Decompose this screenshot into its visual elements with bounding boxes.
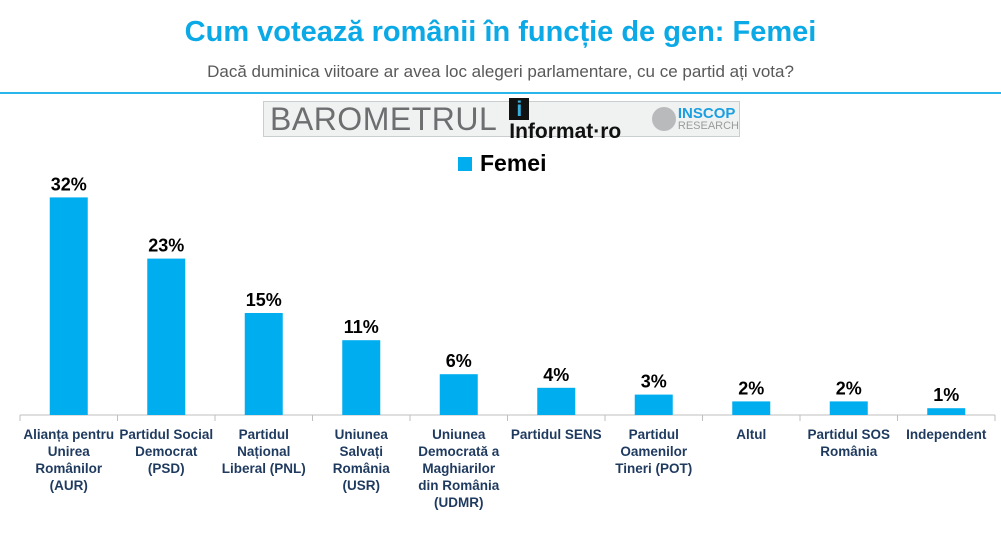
inscop-text: INSCOP bbox=[677, 104, 736, 122]
legend-swatch bbox=[458, 156, 472, 171]
category-label: Altul bbox=[736, 427, 767, 442]
category-label: Alianța pentru Unirea Românilor (AUR) bbox=[23, 427, 115, 493]
data-label: 32% bbox=[51, 174, 87, 194]
informat-icon: i bbox=[509, 97, 530, 121]
barometru-text: BAROMETRUL bbox=[270, 100, 498, 137]
informat-text: Informat·ro bbox=[509, 119, 622, 143]
chart-title: Cum votează românii în funcție de gen: F… bbox=[184, 16, 817, 48]
category-label: Partidul SENS bbox=[510, 427, 602, 442]
bar bbox=[342, 340, 381, 415]
informat-logo: iInformat·ro bbox=[509, 95, 638, 144]
barometru-logo: BAROMETRUL iInformat·ro INSCOP RESEARCH bbox=[263, 97, 740, 143]
category-label: Uniunea Democrată a Maghiarilor din Româ… bbox=[418, 427, 500, 510]
bar bbox=[49, 197, 88, 415]
legend-label: Femei bbox=[480, 150, 547, 176]
bar bbox=[147, 258, 186, 415]
bar bbox=[244, 313, 283, 415]
bar bbox=[634, 394, 673, 415]
data-label: 4% bbox=[543, 365, 569, 385]
data-label: 15% bbox=[246, 290, 282, 310]
chart-subtitle: Dacă duminica viitoare ar avea loc alege… bbox=[207, 62, 794, 81]
data-label: 6% bbox=[446, 351, 472, 371]
data-label: 3% bbox=[641, 372, 667, 392]
data-label: 1% bbox=[933, 385, 959, 405]
bar bbox=[829, 401, 868, 415]
bar bbox=[732, 401, 771, 415]
legend: Femei bbox=[458, 150, 546, 177]
inscop-logo: INSCOP RESEARCH bbox=[651, 104, 739, 132]
bar bbox=[439, 374, 478, 415]
category-label: Partidul Național Liberal (PNL) bbox=[221, 427, 306, 476]
bar bbox=[537, 387, 576, 415]
bar bbox=[927, 408, 966, 415]
data-label: 2% bbox=[738, 378, 764, 398]
category-label: Uniunea Salvați România (USR) bbox=[332, 427, 390, 493]
category-label: Partidul Oamenilor Tineri (POT) bbox=[615, 427, 693, 476]
category-label: Partidul Social Democrat (PSD) bbox=[119, 427, 214, 476]
data-label: 11% bbox=[344, 317, 379, 337]
divider bbox=[0, 92, 1001, 94]
data-label: 2% bbox=[836, 378, 862, 398]
research-text: RESEARCH bbox=[677, 119, 739, 132]
inscop-icon bbox=[651, 107, 676, 131]
category-label: Independent bbox=[906, 427, 987, 442]
data-label: 23% bbox=[148, 236, 184, 256]
category-label: Partidul SOS România bbox=[807, 427, 891, 459]
